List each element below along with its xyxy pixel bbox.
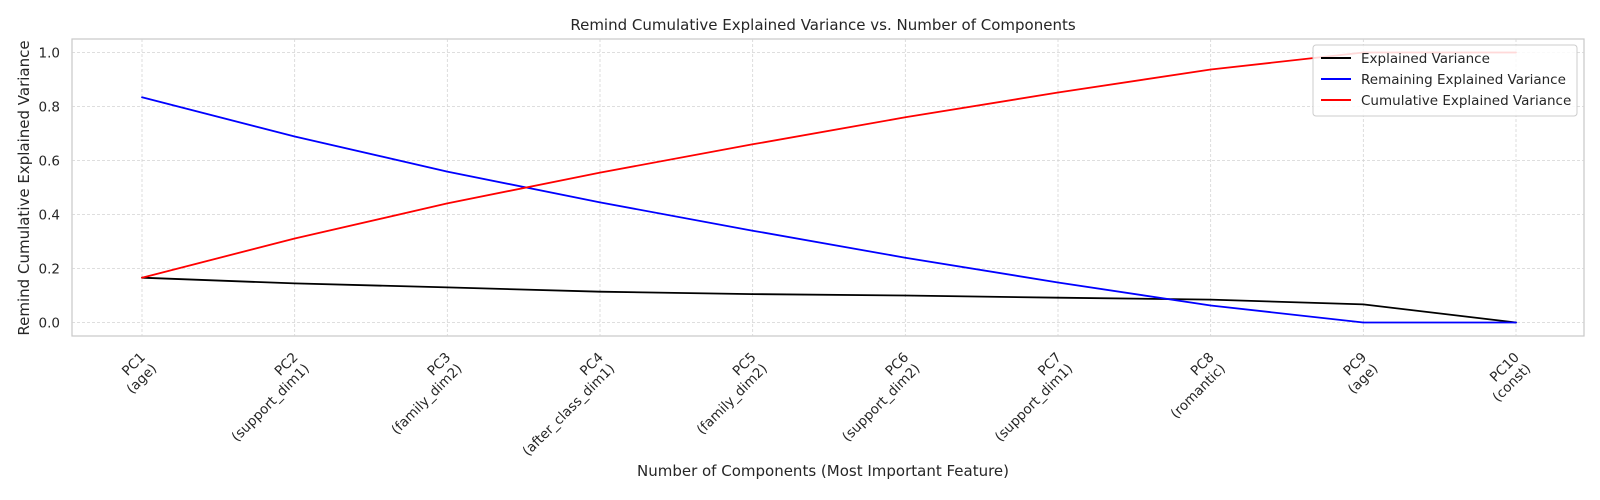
y-tick-label: 1.0 (39, 46, 60, 62)
data-point (293, 135, 296, 138)
x-tick-label: PC4(after_class_dim1) (519, 350, 618, 460)
x-tick-label-feature: (support_dim1) (992, 361, 1076, 445)
y-tick-label: 0.4 (39, 208, 60, 224)
x-axis-ticks: PC1(age) PC2(support_dim1) PC3(family_dim2… (119, 350, 1534, 460)
series-line-1 (141, 276, 1517, 324)
y-tick-label: 0.0 (39, 316, 60, 332)
x-tick-label-feature: (family_dim2) (694, 361, 771, 438)
x-tick-label-feature: (family_dim2) (388, 361, 465, 438)
data-point (1362, 321, 1365, 324)
data-point (1209, 304, 1212, 307)
data-point (293, 282, 296, 285)
data-point (1057, 296, 1059, 299)
data-point (1057, 281, 1059, 284)
x-tick-label: PC5(family_dim2) (694, 350, 771, 438)
x-axis-label: Number of Components (Most Important Fea… (637, 462, 1009, 480)
plot-area (71, 38, 1585, 337)
data-point (904, 256, 907, 259)
data-point (141, 276, 143, 279)
x-tick-label: PC2(support_dim1) (229, 350, 313, 446)
x-tick-label: PC3(family_dim2) (388, 350, 465, 438)
data-point (599, 171, 601, 174)
x-tick-label-feature: (support_dim1) (229, 361, 313, 445)
series-line-3 (141, 51, 1516, 279)
x-tick-label: PC6(support_dim2) (839, 350, 923, 446)
data-point (1209, 68, 1212, 71)
y-tick-label: 0.8 (39, 100, 60, 116)
data-point (141, 96, 143, 99)
data-point (1209, 298, 1212, 301)
x-tick-label-feature: (after_class_dim1) (519, 361, 618, 460)
legend: Explained Variance Remaining Explained Va… (1312, 44, 1578, 117)
data-point (1515, 321, 1517, 324)
y-tick-label: 0.2 (39, 262, 60, 278)
x-tick-label: PC8(romantic) (1168, 350, 1229, 422)
data-point (751, 293, 754, 295)
legend-label: Cumulative Explained Variance (1361, 93, 1571, 109)
data-point (904, 116, 907, 119)
data-point (446, 286, 449, 289)
legend-label: Remaining Explained Variance (1361, 72, 1566, 88)
data-point (1362, 303, 1365, 306)
x-tick-label: PC10(const) (1487, 350, 1534, 406)
x-tick-label: PC7(support_dim1) (992, 350, 1076, 446)
y-axis-label: Remind Cumulative Explained Variance (15, 40, 33, 335)
x-tick-label-feature: (support_dim2) (839, 361, 923, 445)
data-point (599, 201, 601, 204)
data-point (599, 290, 601, 293)
data-point (904, 294, 907, 297)
data-point (1057, 91, 1059, 94)
legend-box (1312, 44, 1578, 117)
x-tick-label: PC1(age) (119, 350, 160, 398)
legend-label: Explained Variance (1361, 51, 1490, 67)
data-point (293, 237, 296, 240)
series-lines (141, 51, 1517, 324)
series-line-2 (141, 96, 1516, 324)
y-tick-label: 0.6 (39, 154, 60, 170)
y-axis-ticks: 0.0 0.2 0.4 0.6 0.8 1.0 (39, 46, 60, 332)
data-point (751, 229, 754, 232)
data-point (446, 170, 449, 173)
x-tick-label: PC9(age) (1340, 350, 1381, 398)
data-point (446, 202, 449, 205)
chart-title: Remind Cumulative Explained Variance vs.… (570, 16, 1075, 34)
data-point (751, 143, 754, 146)
